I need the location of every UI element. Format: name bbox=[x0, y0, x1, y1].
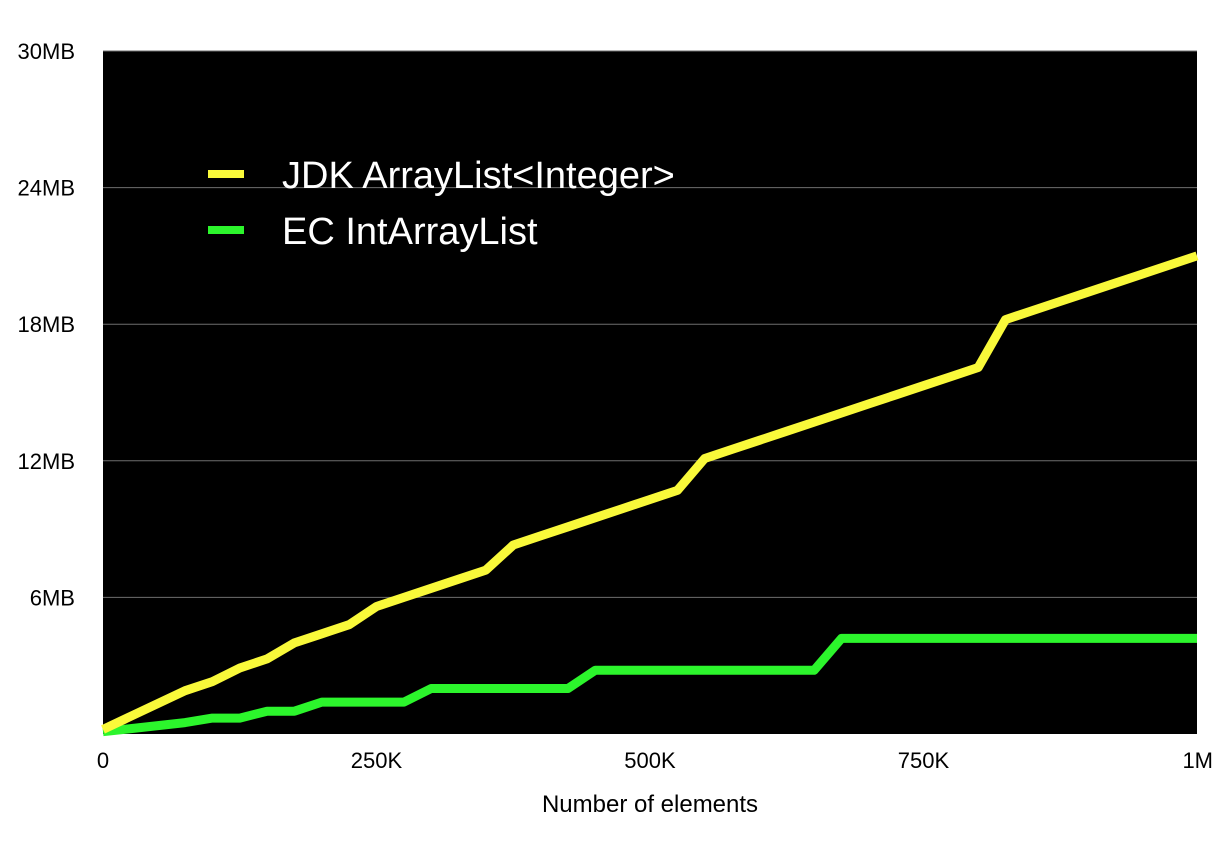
x-tick-label: 0 bbox=[97, 748, 109, 773]
legend-label: JDK ArrayList<Integer> bbox=[282, 155, 675, 197]
x-tick-label: 250K bbox=[351, 748, 403, 773]
y-tick-label: 18MB bbox=[18, 312, 75, 337]
x-axis-ticks: 0 250K 500K 750K 1M bbox=[97, 748, 1213, 773]
y-tick-label: 6MB bbox=[30, 585, 75, 610]
x-tick-label: 500K bbox=[624, 748, 676, 773]
x-tick-label: 750K bbox=[898, 748, 950, 773]
y-tick-label: 30MB bbox=[18, 39, 75, 64]
series-line-1 bbox=[102, 633, 1197, 737]
plot-background bbox=[103, 51, 1197, 734]
series-lines bbox=[101, 251, 1199, 737]
legend-label: EC IntArrayList bbox=[282, 211, 538, 253]
legend: JDK ArrayList<Integer> EC IntArrayList bbox=[208, 155, 675, 253]
x-tick-label: 1M bbox=[1182, 748, 1213, 773]
y-tick-label: 12MB bbox=[18, 449, 75, 474]
y-axis-ticks: 6MB 12MB 18MB 24MB 30MB bbox=[18, 39, 75, 610]
series-line-0 bbox=[101, 251, 1199, 734]
grid-lines bbox=[103, 50, 1197, 598]
y-tick-label: 24MB bbox=[18, 176, 75, 201]
x-axis-label: Number of elements bbox=[542, 791, 758, 818]
